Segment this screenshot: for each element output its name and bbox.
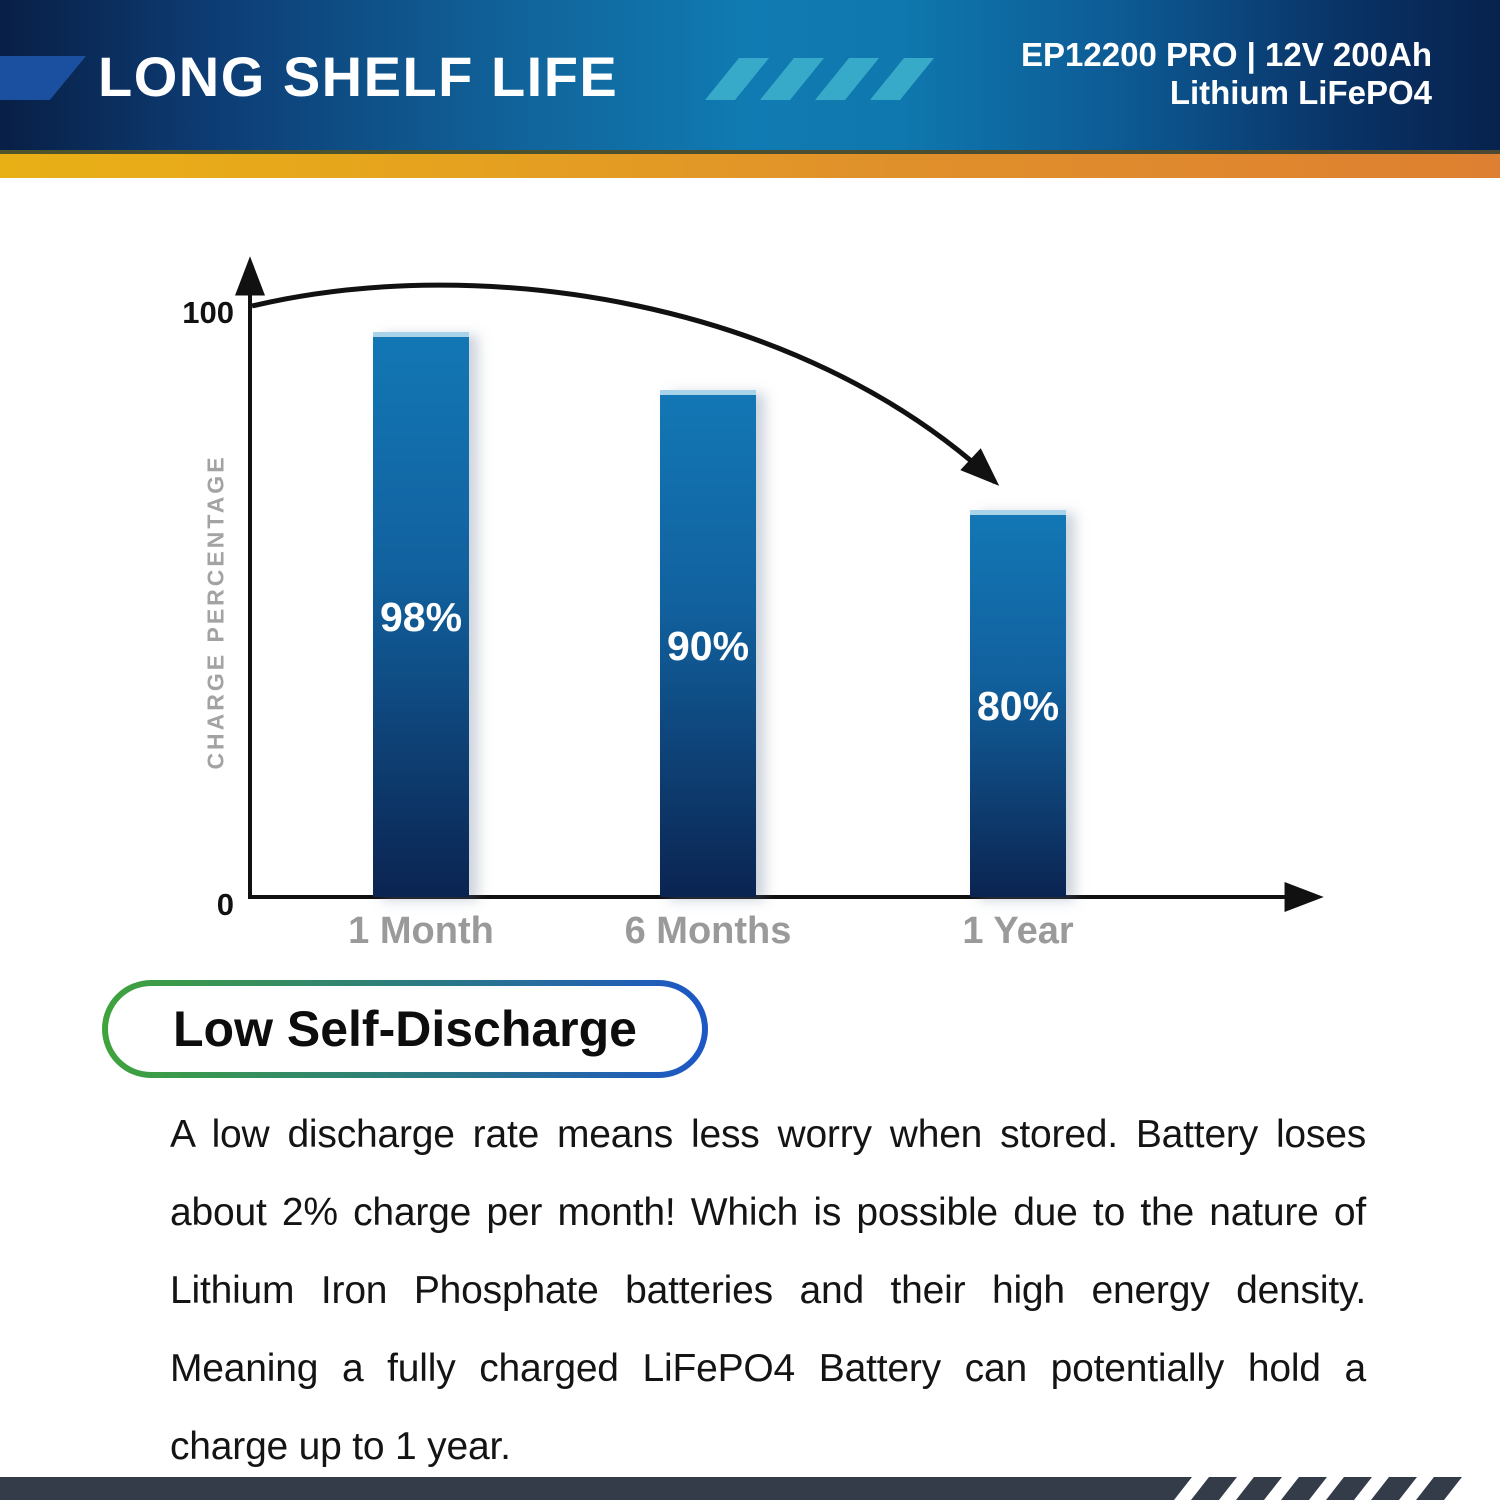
slash-icon xyxy=(704,58,770,100)
bar-1-month: 98% xyxy=(373,332,469,897)
description-line: Meaning a fully charged LiFePO4 Battery … xyxy=(170,1347,1366,1390)
slash-icon xyxy=(869,58,935,100)
x-label-6-months: 6 Months xyxy=(624,910,792,952)
badge-label: Low Self-Discharge xyxy=(173,1001,637,1057)
product-model: EP12200 PRO | 12V 200Ah xyxy=(1021,36,1432,73)
bar-6-months: 90% xyxy=(660,390,756,897)
bar-value-label: 80% xyxy=(976,682,1060,729)
left-slash-icon xyxy=(0,56,86,100)
footer-slash-icon xyxy=(1371,1477,1417,1500)
page-title: LONG SHELF LIFE xyxy=(98,45,619,108)
title-slashes-icon xyxy=(704,58,942,100)
x-label-1-month: 1 Month xyxy=(348,910,494,952)
y-tick-100: 100 xyxy=(182,295,234,330)
description-line: charge up to 1 year. xyxy=(170,1425,511,1468)
description-line: about 2% charge per month! Which is poss… xyxy=(170,1191,1366,1234)
footer-slash-icon xyxy=(1416,1477,1462,1500)
product-info: EP12200 PRO | 12V 200Ah Lithium LiFePO4 xyxy=(1021,36,1432,112)
slash-icon xyxy=(814,58,880,100)
orange-divider xyxy=(0,150,1500,178)
y-tick-0: 0 xyxy=(216,887,234,922)
badge-inner: Low Self-Discharge xyxy=(108,986,702,1072)
bar-value-label: 90% xyxy=(666,622,750,669)
description-line: Lithium Iron Phosphate batteries and the… xyxy=(170,1269,1366,1312)
decline-arrow xyxy=(251,282,1000,486)
bar-value-label: 98% xyxy=(379,593,463,640)
product-chemistry: Lithium LiFePO4 xyxy=(1169,74,1432,111)
x-label-1-year: 1 Year xyxy=(962,910,1074,952)
bar-1-year: 80% xyxy=(970,510,1066,897)
low-self-discharge-badge: Low Self-Discharge xyxy=(102,980,708,1078)
header-banner: LONG SHELF LIFE EP12200 PRO | 12V 200Ah … xyxy=(0,0,1500,150)
footer-bar xyxy=(0,1477,1192,1500)
slash-icon xyxy=(759,58,825,100)
description-line: A low discharge rate means less worry wh… xyxy=(170,1113,1366,1156)
description-text: A low discharge rate means less worry wh… xyxy=(170,1096,1366,1486)
y-axis-title: CHARGE PERCENTAGE xyxy=(202,454,229,770)
